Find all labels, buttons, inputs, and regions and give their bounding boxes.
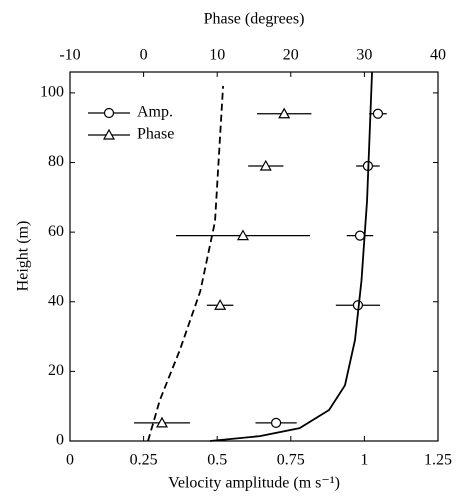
y-axis-label: Height (m) xyxy=(15,221,32,292)
y-tick-label: 20 xyxy=(48,362,64,379)
x2-axis-label: Phase (degrees) xyxy=(204,11,305,28)
y-tick-label: 0 xyxy=(56,432,64,449)
x2-tick-label: 10 xyxy=(209,47,225,64)
y-tick-label: 60 xyxy=(48,223,64,240)
legend-label: Phase xyxy=(137,126,174,143)
marker-circle xyxy=(103,107,115,119)
x2-tick-label: 40 xyxy=(430,47,446,64)
y-tick-label: 80 xyxy=(48,153,64,170)
x-tick-label: 0 xyxy=(66,452,74,469)
marker-triangle xyxy=(155,416,169,428)
y-tick-label: 100 xyxy=(40,84,64,101)
x2-tick-label: -10 xyxy=(59,47,80,64)
x2-tick-label: 20 xyxy=(283,47,299,64)
marker-circle xyxy=(372,108,384,119)
x2-tick-label: 30 xyxy=(356,47,372,64)
x2-tick-label: 0 xyxy=(140,47,148,64)
plot-frame xyxy=(69,71,439,442)
model-curve xyxy=(210,71,373,442)
x-axis-label: Velocity amplitude (m s⁻¹) xyxy=(168,475,340,492)
marker-circle xyxy=(270,417,282,428)
x-tick-label: 1 xyxy=(360,452,368,469)
marker-triangle xyxy=(278,107,291,119)
marker-triangle xyxy=(102,128,116,140)
model-curve xyxy=(147,85,224,442)
marker-triangle xyxy=(236,229,249,241)
x-tick-label: 0.75 xyxy=(277,452,305,469)
marker-triangle xyxy=(214,299,227,310)
legend-label: Amp. xyxy=(137,104,173,121)
marker-circle xyxy=(354,230,366,241)
y-tick-label: 40 xyxy=(48,292,64,309)
x-tick-label: 0.25 xyxy=(130,452,158,469)
x-tick-label: 0.5 xyxy=(207,452,227,469)
marker-triangle xyxy=(259,159,272,171)
x-tick-label: 1.25 xyxy=(424,452,452,469)
